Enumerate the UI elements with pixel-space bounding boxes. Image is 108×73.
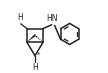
Text: *: *	[37, 51, 40, 57]
Text: H: H	[17, 13, 23, 22]
Text: HN: HN	[46, 14, 57, 23]
Polygon shape	[27, 34, 36, 42]
Text: H: H	[32, 63, 38, 72]
